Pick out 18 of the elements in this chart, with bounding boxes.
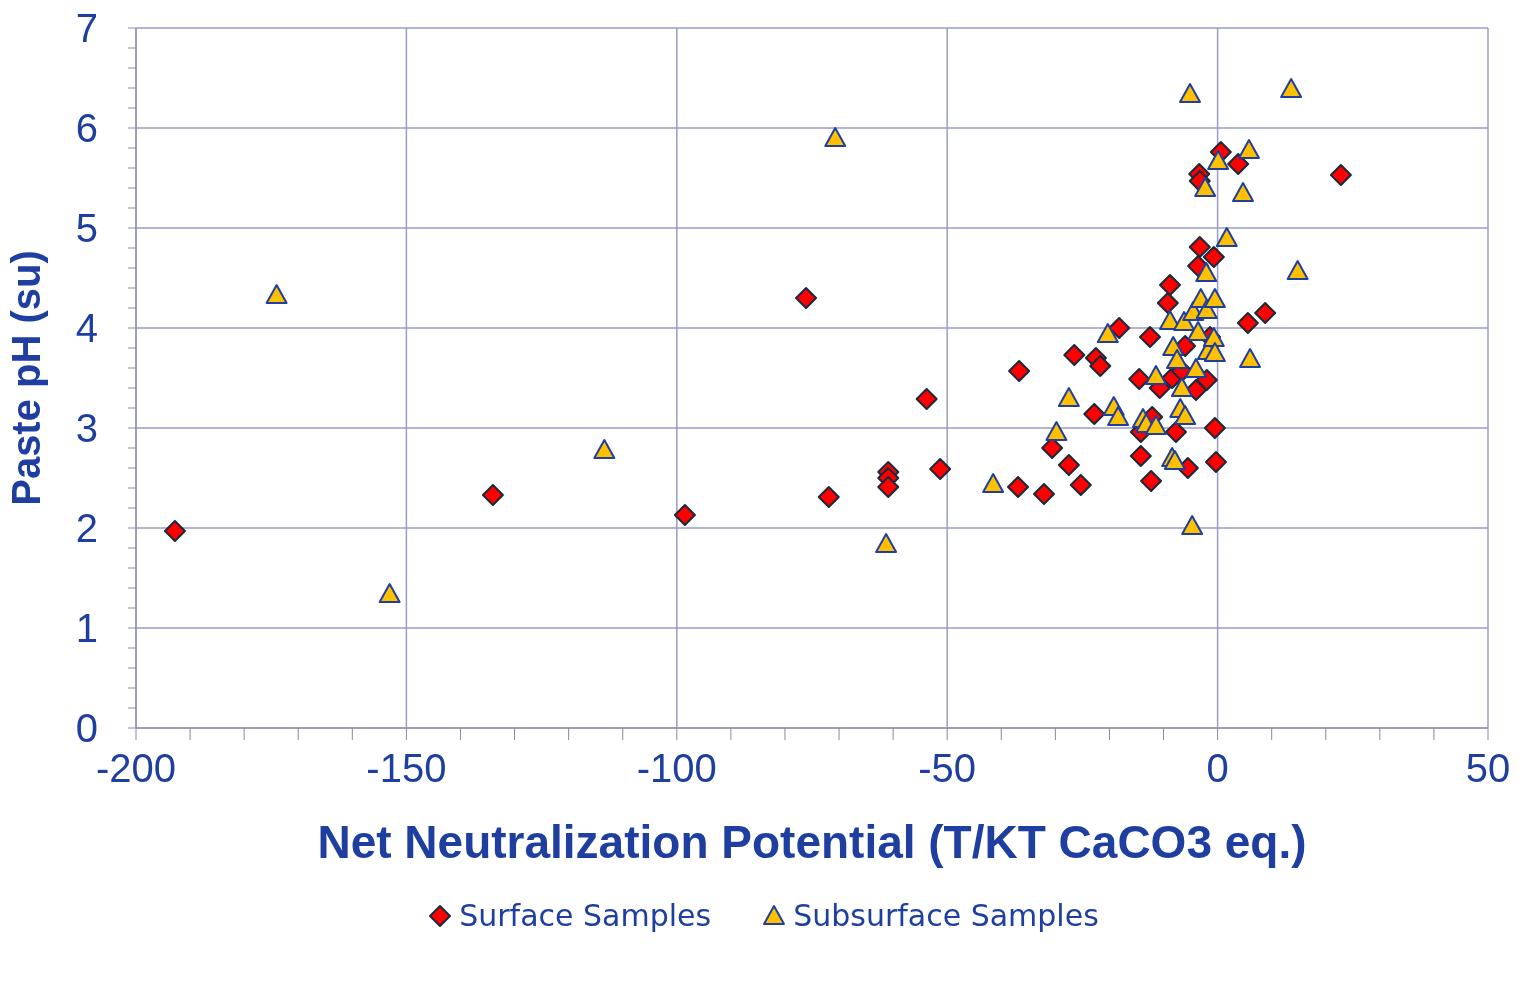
y-tick-label: 2 — [75, 506, 98, 551]
y-tick-label: 5 — [75, 206, 98, 251]
x-tick-label: -200 — [95, 746, 177, 791]
y-tick-label: 6 — [75, 106, 98, 151]
x-tick-label: -100 — [636, 746, 717, 791]
y-tick-label: 1 — [75, 606, 98, 651]
y-tick-label: 4 — [75, 306, 98, 351]
y-tick-label: 7 — [75, 6, 98, 51]
legend-label: Surface Samples — [459, 898, 712, 933]
x-axis-title: Net Neutralization Potential (T/KT CaCO3 eq.) — [317, 816, 1307, 868]
y-axis-title: Paste pH (su) — [4, 250, 49, 506]
x-tick-label: -50 — [918, 746, 977, 791]
x-tick-label: 0 — [1206, 746, 1229, 791]
y-tick-label: 3 — [75, 406, 98, 451]
y-tick-label: 0 — [75, 706, 98, 751]
legend-label: Subsurface Samples — [793, 898, 1099, 933]
x-tick-label: -150 — [366, 746, 447, 791]
x-tick-label: 50 — [1465, 746, 1511, 791]
